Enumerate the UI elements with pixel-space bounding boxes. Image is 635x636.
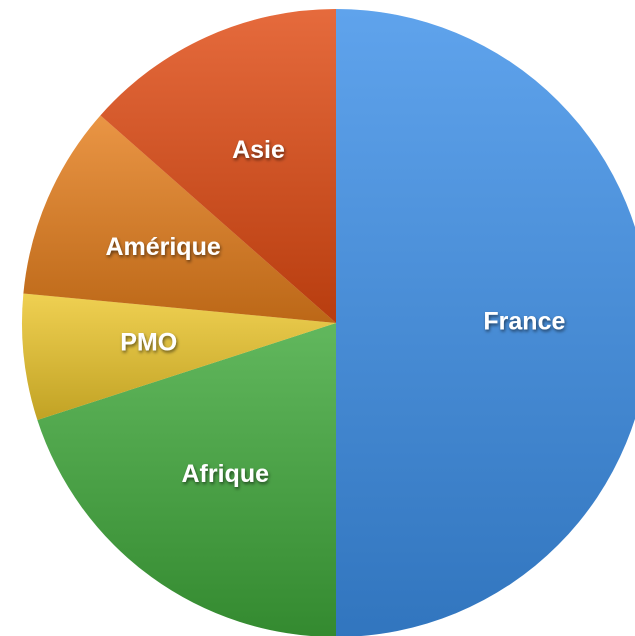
slice-label: PMO <box>120 328 177 356</box>
slice-label: Asie <box>232 136 285 164</box>
slice-label: France <box>483 308 565 336</box>
slice-shade <box>336 9 635 636</box>
slice-shade <box>100 9 337 323</box>
slice-shade <box>23 115 336 323</box>
slice-shade <box>21 293 336 421</box>
slice-shade <box>37 323 336 636</box>
slice-label: Afrique <box>182 460 270 488</box>
slice-label: Amérique <box>105 233 220 261</box>
